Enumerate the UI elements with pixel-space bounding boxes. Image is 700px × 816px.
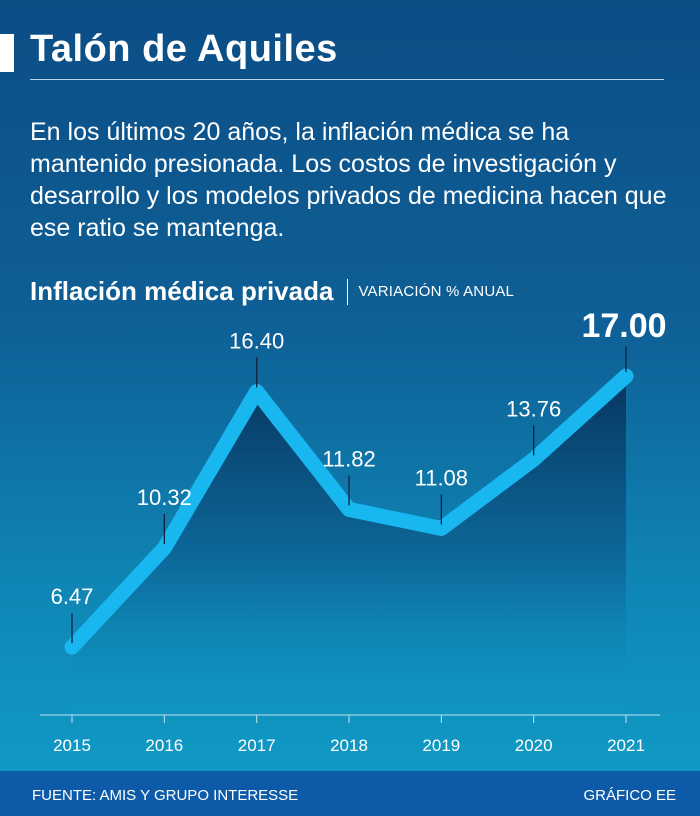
graphic-credit: GRÁFICO EE	[583, 787, 676, 804]
value-label: 10.32	[137, 485, 192, 510]
area-fill	[72, 376, 626, 715]
x-tick-label: 2020	[515, 736, 553, 755]
line-chart: 6.47 10.32 16.40 11.82 11.08 13.76 17.00 2015 2…	[0, 0, 700, 770]
x-tick-label: 2021	[607, 736, 645, 755]
value-label: 16.40	[229, 328, 284, 353]
value-label: 6.47	[51, 584, 94, 609]
x-tick-label: 2017	[238, 736, 276, 755]
x-tick-label: 2015	[53, 736, 91, 755]
footer: FUENTE: AMIS Y GRUPO INTERESSE GRÁFICO E…	[0, 771, 700, 816]
x-tick-label: 2018	[330, 736, 368, 755]
value-label: 11.82	[322, 446, 375, 471]
x-tick-label: 2016	[145, 736, 183, 755]
value-label: 13.76	[506, 396, 561, 421]
source-note: FUENTE: AMIS Y GRUPO INTERESSE	[32, 787, 298, 804]
x-tick-label: 2019	[422, 736, 460, 755]
value-label: 11.08	[415, 465, 468, 490]
highlight-value-label: 17.00	[581, 307, 666, 345]
